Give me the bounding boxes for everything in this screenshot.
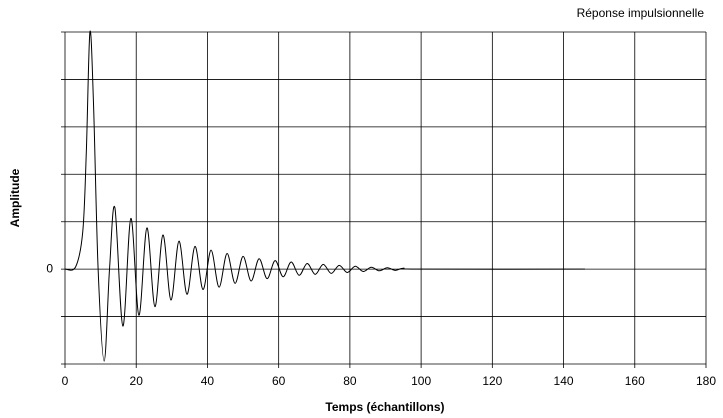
x-axis-label: Temps (échantillons): [325, 400, 444, 414]
x-tick-label: 80: [343, 374, 357, 388]
x-tick-label: 100: [411, 374, 431, 388]
x-tick-label: 20: [130, 374, 144, 388]
x-tick-label: 40: [201, 374, 215, 388]
x-tick-label: 120: [482, 374, 502, 388]
x-tick-label: 0: [62, 374, 69, 388]
x-tick-label: 140: [554, 374, 574, 388]
y-axis-label: Amplitude: [8, 168, 22, 227]
y-tick-label: 0: [46, 261, 53, 275]
chart-title: Réponse impulsionnelle: [577, 6, 705, 20]
x-tick-label: 160: [625, 374, 645, 388]
x-tick-label: 60: [272, 374, 286, 388]
line: [64, 30, 585, 362]
x-tick-label: 180: [696, 374, 716, 388]
